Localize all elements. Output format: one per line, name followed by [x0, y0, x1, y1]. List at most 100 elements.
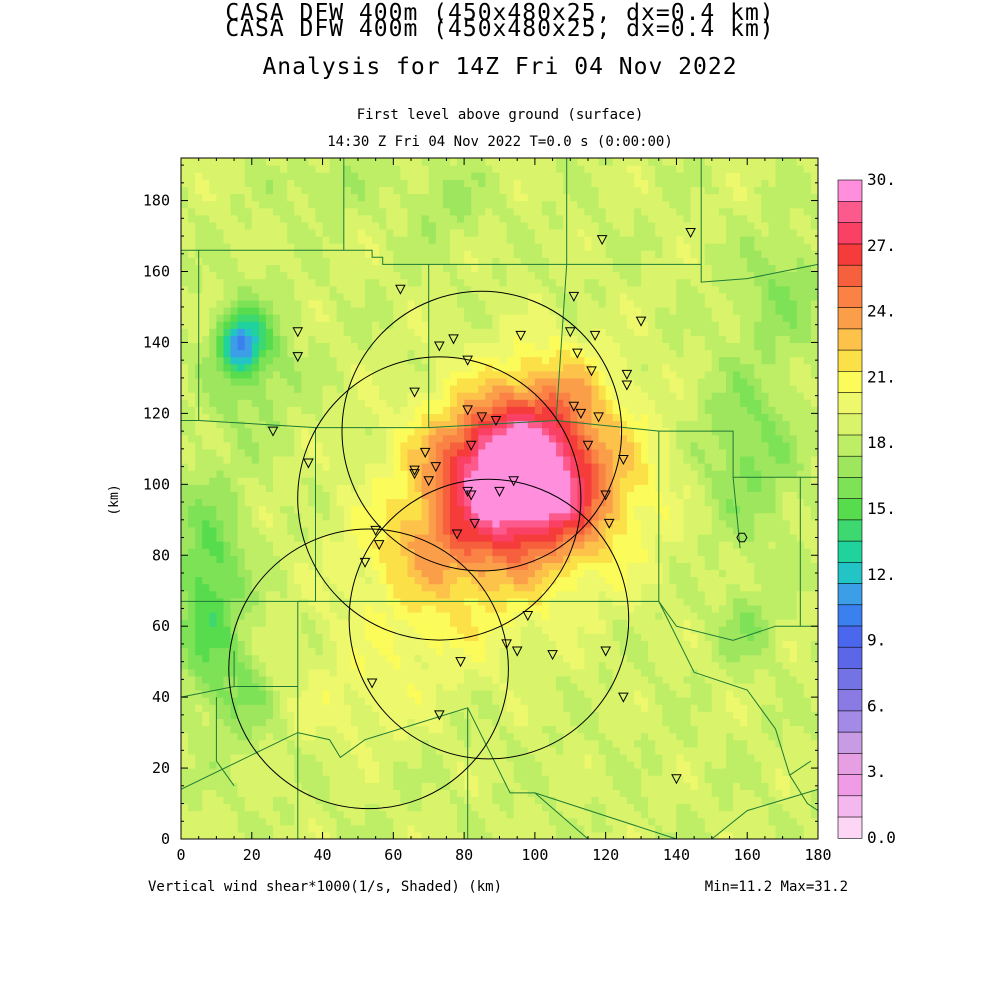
field-cell	[308, 810, 317, 819]
field-cell	[308, 697, 317, 705]
field-cell	[336, 250, 345, 258]
field-cell	[273, 753, 281, 762]
field-cell	[315, 257, 324, 265]
field-cell	[209, 349, 217, 358]
field-cell	[407, 690, 416, 698]
field-cell	[393, 385, 401, 393]
field-cell	[506, 718, 515, 727]
field-cell	[542, 498, 550, 507]
field-cell	[188, 172, 196, 180]
field-cell	[499, 363, 508, 372]
field-cell	[428, 590, 437, 599]
field-cell	[513, 179, 522, 187]
field-cell	[400, 328, 409, 336]
field-cell	[499, 590, 508, 599]
field-cell	[287, 590, 295, 599]
field-cell	[280, 498, 288, 507]
field-cell	[258, 370, 267, 379]
field-cell	[329, 682, 338, 691]
field-cell	[485, 335, 493, 343]
field-cell	[421, 363, 430, 372]
field-cell	[386, 193, 394, 202]
field-cell	[237, 491, 246, 500]
field-cell	[181, 335, 189, 343]
field-cell	[428, 477, 437, 485]
field-cell	[195, 498, 203, 507]
field-cell	[301, 434, 309, 443]
field-cell	[379, 612, 387, 620]
field-cell	[534, 413, 543, 422]
field-cell	[400, 214, 409, 223]
field-cell	[393, 789, 401, 797]
field-cell	[457, 512, 465, 521]
field-cell	[343, 292, 352, 301]
field-cell	[308, 399, 317, 407]
field-cell	[450, 732, 458, 741]
field-cell	[265, 299, 274, 308]
field-cell	[188, 363, 196, 372]
field-cell	[499, 505, 508, 514]
field-cell	[450, 470, 458, 478]
field-cell	[273, 746, 281, 755]
field-cell	[280, 328, 288, 336]
field-cell	[407, 250, 416, 258]
field-cell	[265, 314, 274, 322]
field-cell	[400, 519, 409, 528]
field-cell	[357, 647, 366, 656]
field-cell	[280, 307, 288, 315]
field-cell	[308, 434, 317, 443]
field-cell	[336, 824, 345, 833]
field-cell	[400, 732, 409, 741]
field-cell	[478, 824, 486, 833]
field-cell	[520, 335, 529, 343]
field-cell	[209, 377, 217, 386]
field-cell	[435, 583, 444, 592]
field-cell	[485, 498, 493, 507]
field-cell	[542, 370, 550, 379]
field-cell	[492, 704, 501, 712]
field-cell	[301, 484, 309, 492]
field-cell	[188, 526, 196, 535]
field-cell	[471, 824, 479, 833]
field-cell	[244, 739, 253, 748]
field-cell	[379, 541, 387, 549]
field-cell	[287, 236, 295, 244]
field-cell	[301, 236, 309, 244]
field-cell	[478, 697, 486, 705]
field-cell	[202, 328, 210, 336]
field-cell	[421, 356, 430, 365]
field-cell	[386, 285, 394, 294]
field-cell	[202, 250, 210, 258]
field-cell	[520, 264, 529, 273]
field-cell	[485, 228, 493, 237]
field-cell	[308, 179, 317, 187]
field-cell	[258, 590, 267, 599]
field-cell	[499, 704, 508, 712]
field-cell	[273, 434, 281, 443]
field-cell	[251, 307, 260, 315]
field-cell	[442, 179, 451, 187]
field-cell	[336, 661, 345, 670]
field-cell	[322, 477, 331, 485]
field-cell	[230, 356, 239, 365]
field-cell	[365, 690, 373, 698]
field-cell	[520, 555, 529, 563]
field-cell	[209, 243, 217, 251]
field-cell	[372, 576, 380, 585]
field-cell	[209, 228, 217, 237]
field-cell	[400, 661, 409, 670]
field-cell	[542, 420, 550, 429]
field-cell	[442, 250, 451, 258]
field-cell	[343, 789, 352, 797]
field-cell	[492, 236, 501, 244]
field-cell	[372, 207, 380, 216]
field-cell	[457, 803, 465, 812]
field-cell	[457, 541, 465, 549]
field-cell	[209, 569, 217, 578]
field-cell	[280, 782, 288, 790]
field-cell	[202, 725, 210, 734]
field-cell	[414, 377, 423, 386]
field-cell	[230, 512, 239, 521]
field-cell	[457, 725, 465, 734]
field-cell	[202, 434, 210, 443]
